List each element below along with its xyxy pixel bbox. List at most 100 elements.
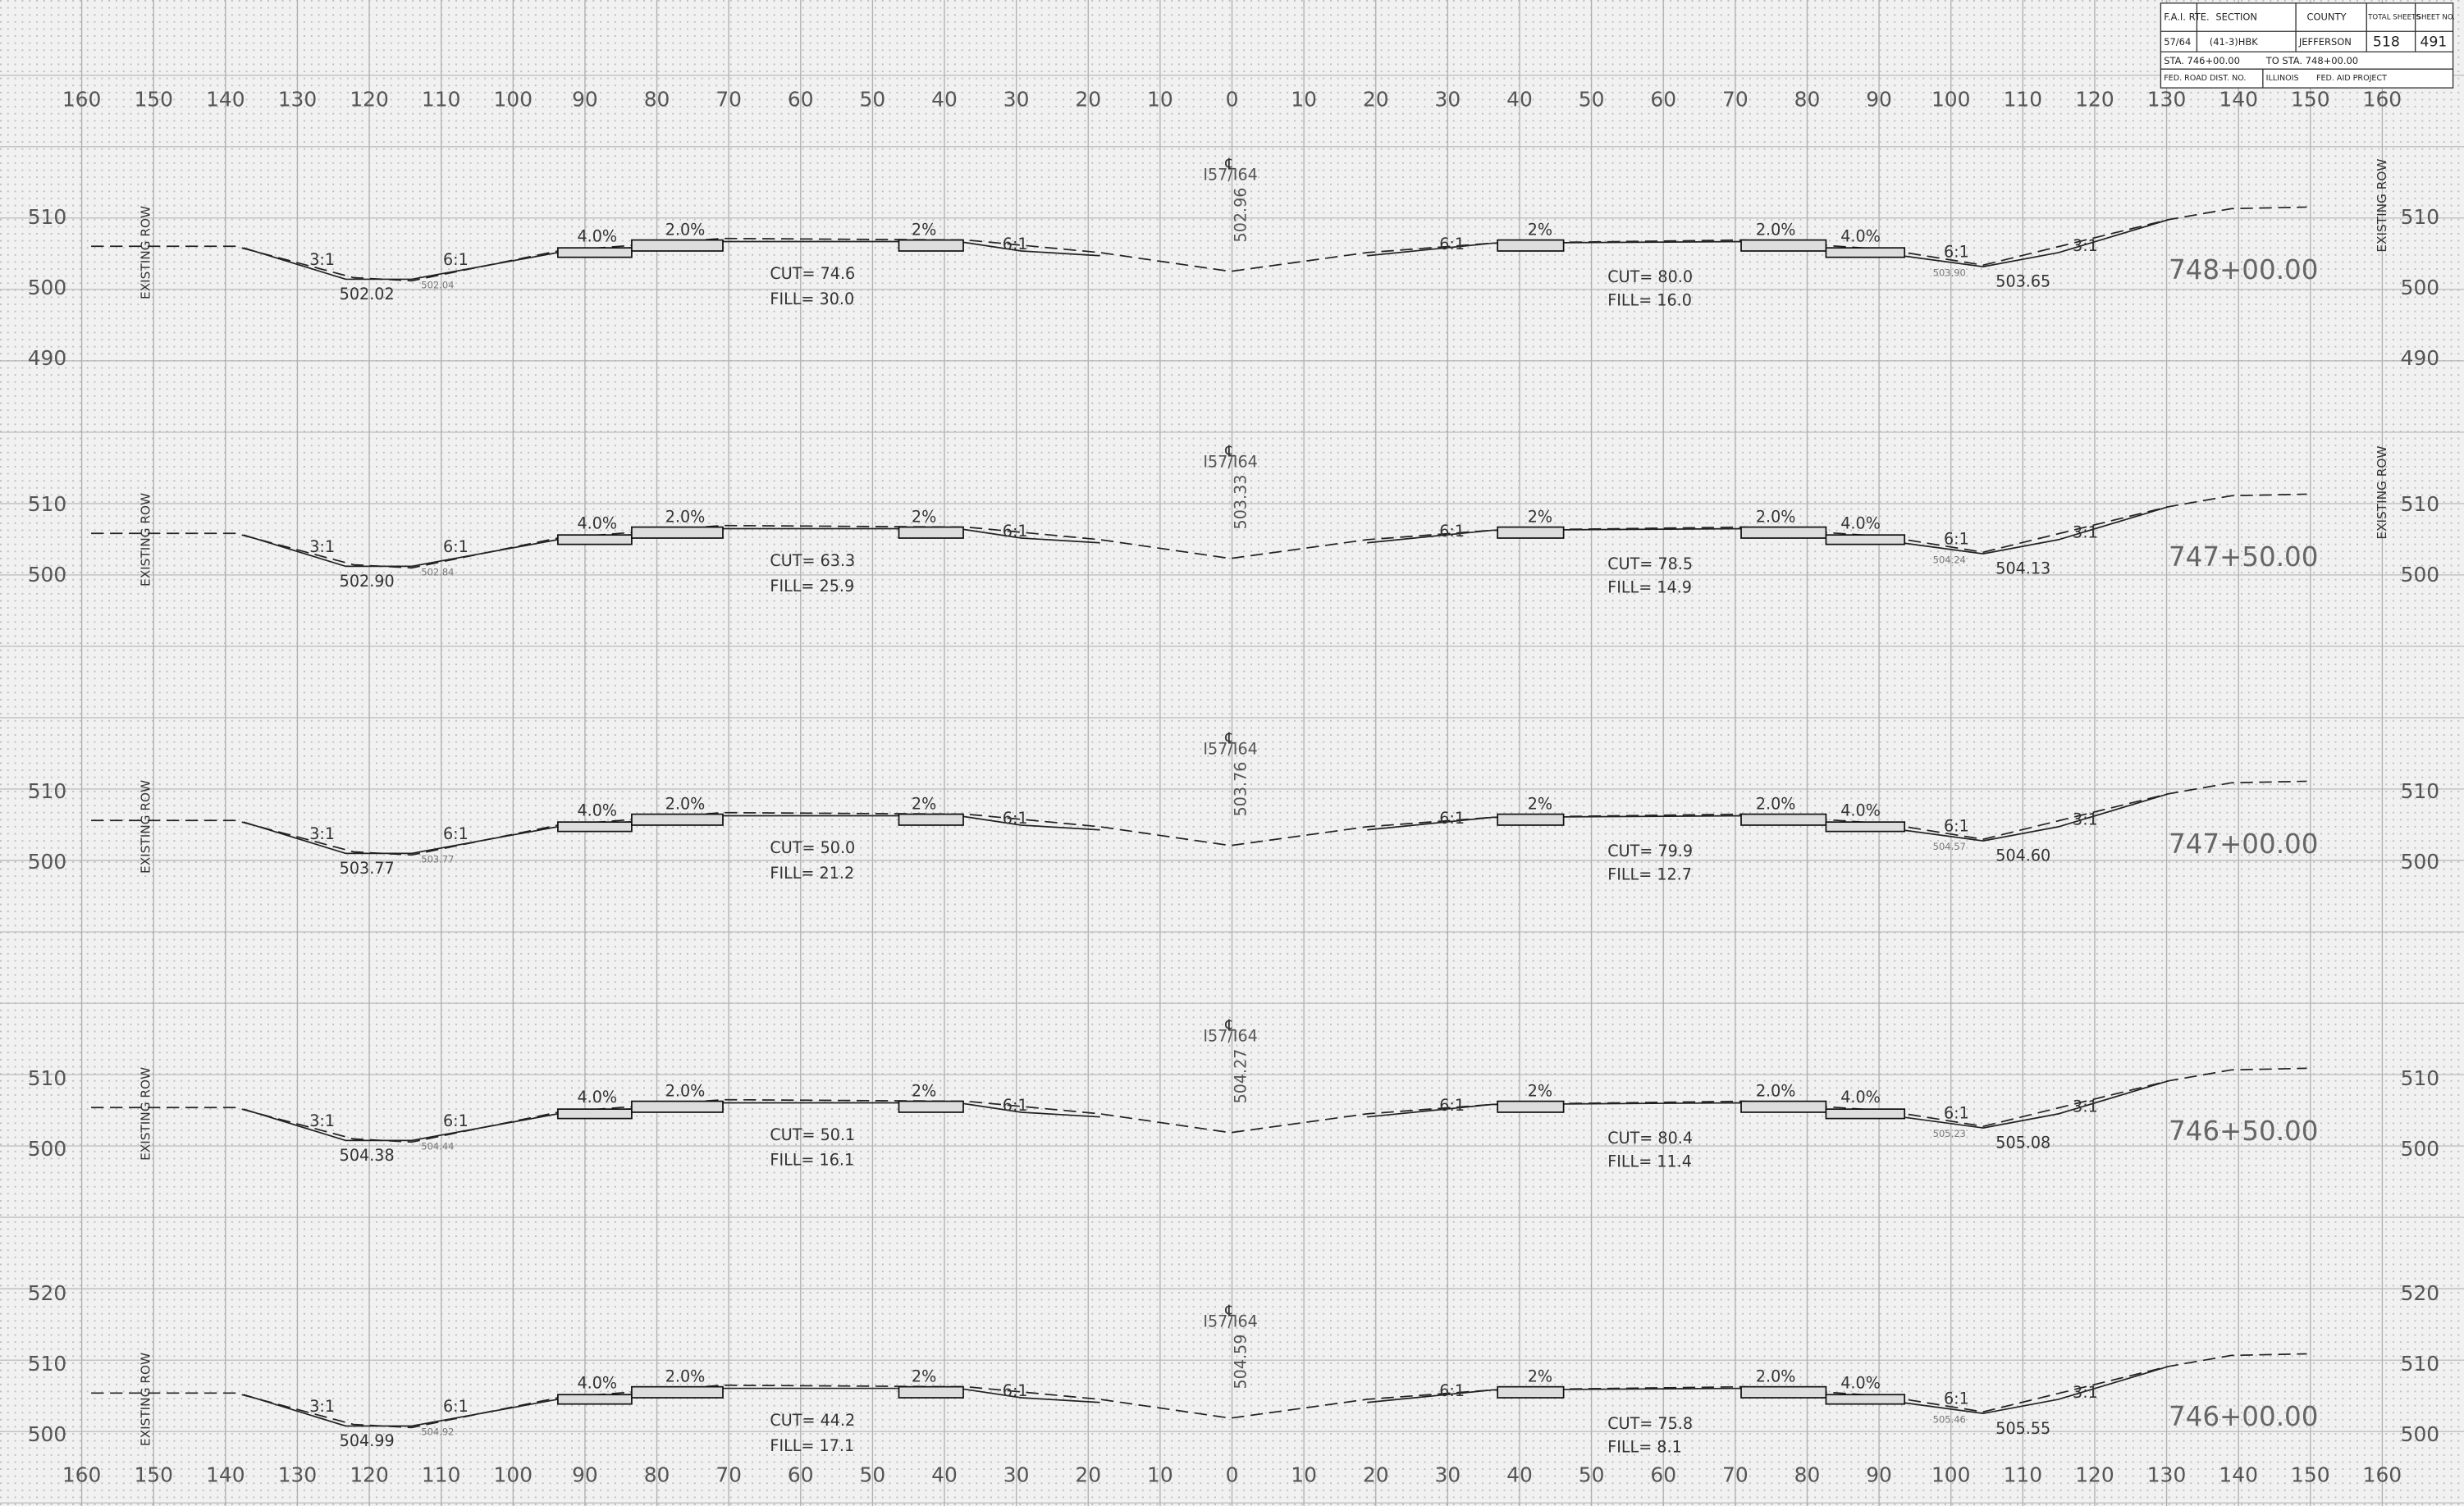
offset-label: 130: [2147, 1463, 2186, 1487]
label: F.A.I. RTE.: [2164, 11, 2209, 23]
offset-label: 160: [2363, 87, 2402, 111]
offset-label: 150: [2291, 87, 2329, 111]
offset-label: 10: [1147, 1463, 1173, 1487]
pavement: [1497, 813, 1565, 826]
pavement: [1740, 239, 1827, 252]
existing-elevation: 504.44: [421, 1141, 454, 1152]
elevation-label: 510: [2401, 1352, 2439, 1376]
offset-label: 50: [860, 87, 886, 111]
offset-label: 0: [1226, 87, 1239, 111]
existing-row: EXISTING ROW: [2375, 158, 2389, 252]
slope-label: 6:1: [1944, 1389, 1969, 1408]
elevation-label: 510: [28, 492, 66, 516]
existing-elevation: 502.04: [421, 280, 454, 291]
label: COUNTY: [2306, 11, 2347, 23]
offset-label: 50: [860, 1463, 886, 1487]
offset-label: 90: [572, 1463, 598, 1487]
slope-label: 2%: [1528, 1367, 1552, 1386]
pavement: [898, 813, 964, 826]
slope-label: 2.0%: [1756, 1082, 1796, 1101]
offset-label: 140: [206, 1463, 245, 1487]
elevation-label: 520: [2401, 1281, 2439, 1305]
existing-elevation: 503.77: [421, 854, 454, 865]
slope-label: 6:1: [1439, 235, 1465, 253]
pavement: [1740, 813, 1827, 826]
offset-label: 20: [1363, 1463, 1389, 1487]
fill-right: FILL= 14.9: [1607, 578, 1692, 597]
fill-right: FILL= 16.0: [1607, 291, 1692, 310]
offset-label: 80: [644, 87, 670, 111]
slope-label: 6:1: [1944, 1103, 1969, 1122]
elevation-label: 500: [2401, 1422, 2439, 1446]
offset-label: 70: [1722, 87, 1749, 111]
pavement: [898, 239, 964, 252]
existing-row: EXISTING ROW: [139, 493, 153, 586]
offset-label: 150: [134, 87, 172, 111]
cut-right: CUT= 80.0: [1607, 267, 1693, 286]
elevation-label: 500: [2401, 850, 2439, 874]
offset-label: 120: [2075, 1463, 2114, 1487]
pavement: [1825, 534, 1906, 545]
existing-elevation: 504.57: [1933, 841, 1966, 852]
total-sheets: 518: [2373, 34, 2400, 51]
pavement: [1825, 1108, 1906, 1120]
slope-label: 3:1: [2073, 236, 2098, 255]
toe-elevation: 502.90: [340, 572, 395, 591]
slope-label: 2%: [1528, 795, 1552, 814]
pavement: [1740, 1100, 1827, 1113]
offset-label: 40: [931, 87, 958, 111]
route-label: I57/I64: [1203, 1312, 1257, 1331]
elevation-label: 510: [28, 1352, 66, 1376]
section: (41-3)HBK: [2210, 36, 2259, 48]
pavement: [557, 821, 633, 833]
route-label: I57/I64: [1203, 1027, 1257, 1046]
offset-label: 160: [2363, 1463, 2402, 1487]
offset-label: 10: [1291, 1463, 1317, 1487]
fill-left: FILL= 30.0: [770, 290, 854, 308]
slope-label: 2.0%: [665, 1082, 706, 1101]
label: SHEET NO.: [2417, 14, 2455, 22]
slope-label: 3:1: [309, 537, 335, 556]
centerline-elevation: 504.27: [1231, 1049, 1250, 1104]
toe-elevation: 504.60: [1995, 847, 2050, 865]
slope-label: 3:1: [309, 824, 335, 843]
offset-label: 70: [1722, 1463, 1749, 1487]
pavement: [1825, 247, 1906, 258]
route-label: I57/I64: [1203, 740, 1257, 759]
state: ILLINOIS: [2266, 74, 2299, 83]
slope-label: 2.0%: [665, 1367, 706, 1386]
slope-label: 2%: [1528, 221, 1552, 240]
station-to: TO STA. 748+00.00: [2265, 55, 2358, 66]
offset-label: 50: [1579, 87, 1605, 111]
offset-label: 130: [278, 87, 317, 111]
cut-right: CUT= 79.9: [1607, 842, 1693, 860]
centerline-elevation: 502.96: [1231, 188, 1250, 243]
offset-label: 140: [206, 87, 245, 111]
offset-label: 90: [1866, 87, 1892, 111]
cross-section: 510 510 500 500 ℄I57/I64 504.27 EXISTING ROW 74…: [28, 1015, 2439, 1171]
slope-label: 2%: [912, 508, 936, 527]
slope-label: 3:1: [309, 1397, 335, 1416]
cut-left: CUT= 74.6: [770, 264, 855, 283]
offset-label: 50: [1579, 1463, 1605, 1487]
pavement: [898, 526, 964, 539]
slope-label: 6:1: [1003, 809, 1028, 828]
slope-label: 3:1: [309, 1111, 335, 1130]
offset-label: 40: [1506, 87, 1533, 111]
slope-label: 6:1: [1944, 529, 1969, 548]
fill-left: FILL= 17.1: [770, 1436, 854, 1455]
pavement: [898, 1385, 964, 1399]
elevation-label: 510: [28, 779, 66, 803]
centerline-elevation: 504.59: [1231, 1335, 1250, 1390]
slope-label: 6:1: [1439, 809, 1465, 828]
label: FED. AID PROJECT: [2316, 74, 2387, 83]
cut-left: CUT= 50.0: [770, 838, 855, 857]
offset-label: 30: [1435, 87, 1461, 111]
toe-elevation: 503.77: [340, 859, 395, 878]
slope-label: 6:1: [1439, 1096, 1465, 1115]
offset-label: 150: [2291, 1463, 2329, 1487]
offset-label: 60: [788, 87, 814, 111]
elevation-label: 500: [28, 1137, 66, 1161]
